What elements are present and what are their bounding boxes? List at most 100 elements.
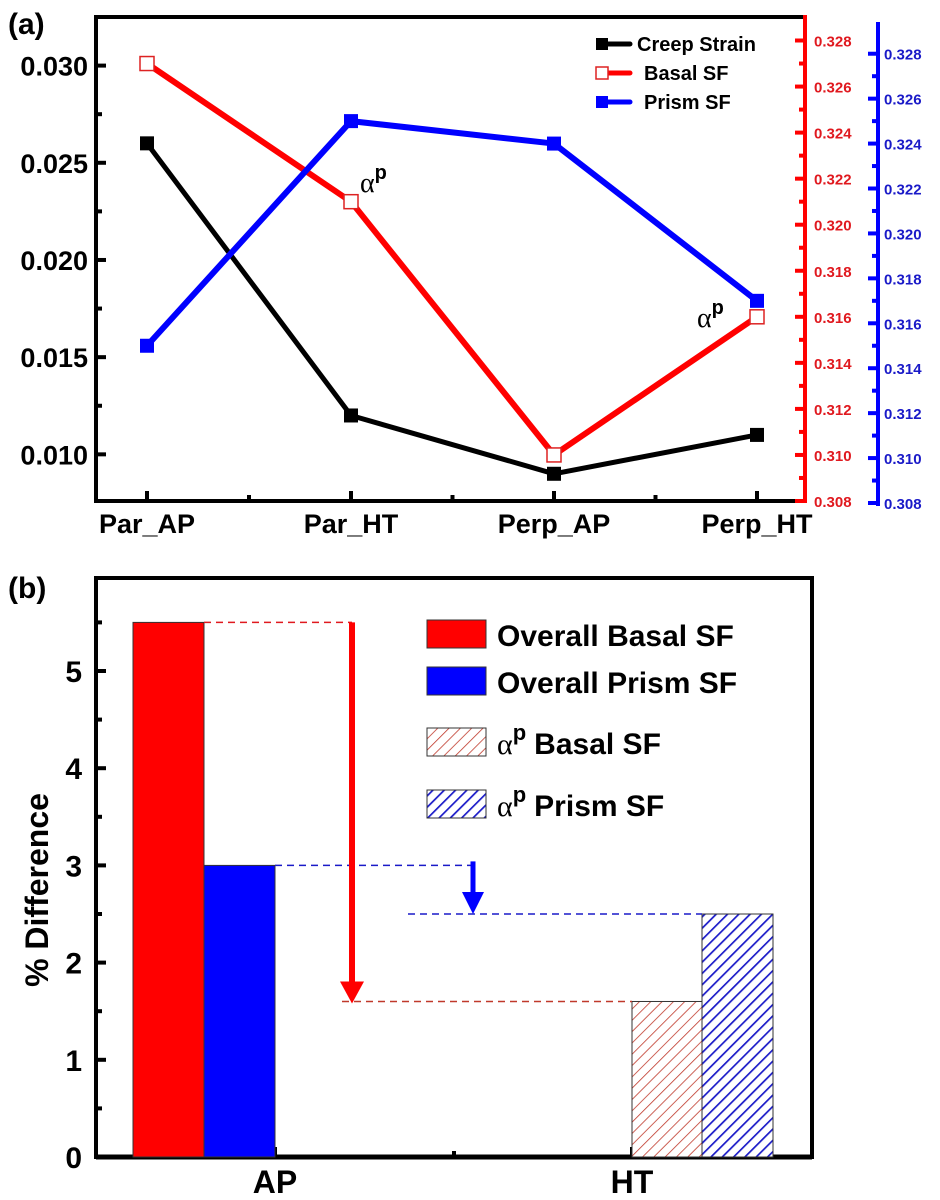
legend-entry-label: Overall Basal SF [497,620,734,653]
y-tick-label: 0 [65,1142,82,1175]
panel-b: (b) 0 1 2 3 4 5 AP HT Overall Basal SF Overall … [8,572,814,1200]
superscript: p [513,782,526,807]
alpha-prefix: α [497,790,513,823]
basal-tick-label: 0.324 [814,126,852,143]
basal-tick-label: 0.312 [814,402,852,419]
left-tick-label: 0.015 [20,343,88,373]
series-group [139,55,765,481]
alpha-prefix: α [497,728,513,761]
bars-group [132,621,774,1158]
legend-entry-label: Basal SF [644,63,728,85]
x-axis-ticks: Par_AP Par_HT Perp_AP Perp_HT [99,491,813,539]
prism-tick-label: 0.316 [884,316,922,333]
basal-tick-label: 0.308 [814,494,852,511]
y-axis-label: % Difference [19,793,55,987]
creep-strain-point [344,408,358,423]
basal-tick-label: 0.322 [814,172,852,189]
y-axis-ticks: 0 1 2 3 4 5 [65,620,106,1175]
left-tick-label: 0.020 [20,246,88,276]
legend-name: Basal SF [534,728,661,761]
alpha-p-prism-sf-bar [701,913,774,1158]
prism-sf-point [344,114,358,129]
basal-tick-label: 0.328 [814,34,852,51]
legend-entry-label: Creep Strain [637,34,756,56]
left-tick-label: 0.010 [20,440,88,470]
legend-entry-label: αp Basal SF [497,720,661,761]
x-tick-label: Perp_HT [701,509,813,539]
legend-swatch [426,789,487,819]
prism-arrowhead-icon [462,892,484,914]
y-tick-label: 3 [65,850,82,883]
overall-basal-sf-bar [132,621,205,1158]
prism-sf-point [750,293,764,308]
prism-tick-label: 0.310 [884,451,922,468]
legend-name: Prism SF [534,790,664,823]
prism-tick-label: 0.326 [884,92,922,109]
legend-swatch [426,619,487,649]
x-tick-label: AP [253,1164,297,1200]
legend-entry-label: Overall Prism SF [497,667,737,700]
x-axis-ticks: AP HT [253,1147,654,1200]
prism-tick-label: 0.312 [884,406,922,423]
prism-tick-label: 0.314 [884,361,922,378]
alpha-p-basal-sf-bar [631,1000,704,1158]
prism-tick-label: 0.328 [884,47,922,64]
x-tick-label: Perp_AP [498,509,611,539]
legend-entry-label: Prism SF [644,92,731,114]
y-tick-label: 1 [65,1045,82,1078]
alpha-p-annotation: αp [360,162,387,199]
basal-tick-label: 0.318 [814,264,852,281]
basal-tick-label: 0.316 [814,310,852,327]
left-axis-ticks: 0.010 0.015 0.020 0.025 0.030 [20,15,106,470]
panel-b-label: (b) [8,572,46,605]
basal-sf-point [343,193,359,210]
legend-swatch [426,727,487,757]
basal-axis-ticks: 0.308 0.310 0.312 0.314 0.316 0.318 0.320 0.322… [795,34,852,511]
prism-tick-label: 0.322 [884,182,922,199]
basal-sf-line [145,61,759,458]
basal-tick-label: 0.320 [814,218,852,235]
basal-sf-legend-marker [595,66,609,80]
creep-strain-legend-marker [596,38,608,50]
basal-sf-point [546,447,562,463]
y-tick-label: 5 [65,656,82,689]
x-tick-label: Par_HT [304,509,399,539]
basal-tick-label: 0.326 [814,80,852,97]
prism-sf-line [144,118,759,348]
prism-tick-label: 0.308 [884,496,922,513]
basal-tick-label: 0.314 [814,356,852,373]
overall-prism-sf-bar [203,864,276,1158]
superscript: p [712,297,724,319]
panel-a-label: (a) [8,8,45,41]
legend-a: Creep Strain Basal SF Prism SF [595,34,756,114]
panel-a: (a) 0.010 0.015 0.020 0.025 0.030 0.308 0.310… [8,8,922,539]
basal-arrowhead-icon [340,981,364,1004]
legend-entry-label: αp Prism SF [497,782,664,823]
creep-strain-point [547,466,561,481]
prism-tick-label: 0.320 [884,226,922,243]
annotations: αp αp [360,162,724,334]
basal-tick-label: 0.310 [814,448,852,465]
basal-sf-point [749,309,765,325]
basal-sf-point [139,55,155,72]
prism-axis-ticks: 0.308 0.310 0.312 0.314 0.316 0.318 0.320 0.322… [868,47,922,513]
prism-tick-label: 0.324 [884,137,922,154]
prism-tick-label: 0.318 [884,271,922,288]
left-tick-label: 0.025 [20,149,88,179]
creep-strain-point [140,136,154,151]
x-tick-label: Par_AP [99,509,195,539]
y-tick-label: 2 [65,948,82,981]
left-tick-label: 0.030 [20,52,88,82]
alpha-p-annotation: αp [697,297,724,334]
creep-strain-point [750,427,764,442]
prism-sf-point [547,136,561,151]
legend-swatch [426,666,487,696]
y-tick-label: 4 [65,753,82,786]
prism-sf-legend-marker [596,96,608,108]
superscript: p [513,720,526,745]
annotations [204,621,702,1004]
superscript: p [375,162,387,184]
creep-strain-line [144,141,758,477]
